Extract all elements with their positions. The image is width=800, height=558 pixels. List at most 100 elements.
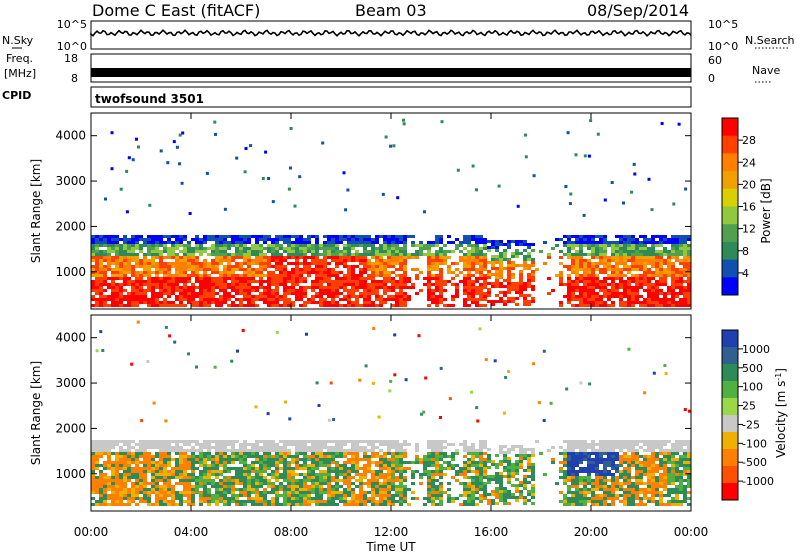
power-cell <box>651 241 655 244</box>
power-cell <box>623 262 627 265</box>
power-cell <box>119 250 123 253</box>
velocity-cell <box>411 476 415 479</box>
power-cell <box>191 301 195 304</box>
velocity-cell <box>167 446 171 449</box>
velocity-cell <box>163 473 167 476</box>
velocity-cell <box>443 446 447 449</box>
power-cell <box>163 241 167 244</box>
power-cell <box>371 286 375 289</box>
velocity-cell <box>171 497 175 500</box>
velocity-cell <box>315 440 319 443</box>
velocity-cell <box>579 497 583 500</box>
velocity-cell <box>591 446 595 449</box>
velocity-cell <box>131 500 135 503</box>
power-cell <box>159 304 163 307</box>
power-cell <box>160 149 163 152</box>
power-cell <box>343 298 347 301</box>
power-cell <box>355 238 359 241</box>
power-cell <box>379 244 383 247</box>
power-cell <box>379 256 383 259</box>
power-cell <box>527 255 531 258</box>
power-cell <box>139 301 143 304</box>
velocity-cell <box>355 446 359 449</box>
power-cell <box>183 268 187 271</box>
velocity-cell <box>299 485 303 488</box>
velocity-cell <box>151 479 155 482</box>
power-cell <box>419 253 423 256</box>
power-cell <box>103 241 107 244</box>
power-cell <box>211 280 215 283</box>
power-cell <box>367 292 371 295</box>
power-cell <box>347 259 351 262</box>
power-cell <box>575 259 579 262</box>
power-cell <box>391 244 395 247</box>
velocity-cell <box>347 488 351 491</box>
velocity-cell <box>151 470 155 473</box>
power-cell <box>435 301 439 304</box>
velocity-cell <box>531 451 535 454</box>
power-cell <box>147 289 151 292</box>
velocity-cell <box>283 497 287 500</box>
velocity-cell <box>367 440 371 443</box>
velocity-cell <box>315 500 319 503</box>
power-cell <box>191 286 195 289</box>
velocity-cell <box>415 470 419 473</box>
velocity-cell <box>491 499 495 502</box>
velocity-cell <box>471 458 475 461</box>
power-cell <box>683 262 687 265</box>
power-cell <box>351 241 355 244</box>
velocity-cell <box>343 488 347 491</box>
power-cell <box>635 295 639 298</box>
power-cell <box>427 271 431 274</box>
velocity-cell <box>523 499 527 502</box>
power-cell <box>327 241 331 244</box>
velocity-cell <box>251 500 255 503</box>
velocity-cell <box>495 493 499 496</box>
power-cell <box>647 268 651 271</box>
power-cell <box>684 188 687 191</box>
power-cell <box>495 243 499 246</box>
velocity-cell <box>299 464 303 467</box>
power-cell <box>579 292 583 295</box>
power-cell <box>627 238 631 241</box>
power-cell <box>351 271 355 274</box>
power-cell <box>396 196 399 199</box>
velocity-cell <box>479 476 483 479</box>
velocity-cell <box>439 452 443 455</box>
power-cell <box>387 271 391 274</box>
velocity-cell <box>355 458 359 461</box>
velocity-cell <box>247 500 251 503</box>
power-cell <box>599 286 603 289</box>
power-cell <box>183 244 187 247</box>
power-cell <box>619 283 623 286</box>
power-cell <box>631 244 635 247</box>
power-cell <box>679 247 683 250</box>
power-cell <box>227 274 231 277</box>
velocity-cell <box>255 491 259 494</box>
power-cell <box>239 292 243 295</box>
power-cell <box>367 259 371 262</box>
power-cell <box>588 155 591 158</box>
power-cell <box>587 271 591 274</box>
velocity-cell <box>231 446 235 449</box>
velocity-cell <box>199 449 203 452</box>
velocity-cell <box>171 476 175 479</box>
velocity-cell <box>99 482 103 485</box>
velocity-cell <box>583 476 587 479</box>
power-cell <box>335 289 339 292</box>
velocity-cell <box>579 476 583 479</box>
power-cell <box>211 298 215 301</box>
velocity-cell <box>343 449 347 452</box>
velocity-cell <box>127 446 131 449</box>
power-cell <box>143 268 147 271</box>
power-cell <box>299 304 303 307</box>
power-cell <box>159 283 163 286</box>
power-cell <box>347 274 351 277</box>
velocity-cell <box>531 487 535 490</box>
velocity-cell <box>283 467 287 470</box>
power-cell <box>447 280 451 283</box>
velocity-cell <box>259 500 263 503</box>
velocity-cell <box>507 475 511 478</box>
power-cell <box>443 283 447 286</box>
power-cell <box>287 304 291 307</box>
